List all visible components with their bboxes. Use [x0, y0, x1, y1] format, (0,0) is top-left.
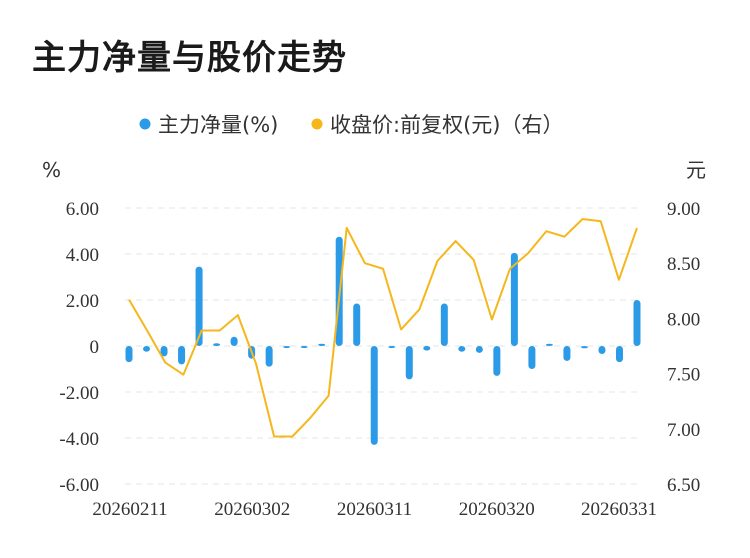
net-volume-bar: [598, 346, 606, 355]
net-volume-bar: [318, 343, 326, 346]
net-volume-bar: [125, 346, 133, 363]
net-volume-bar: [283, 346, 291, 348]
x-tick-label: 20260311: [337, 499, 412, 520]
legend-marker-net-volume: [139, 118, 151, 130]
right-tick-label: 8.50: [667, 254, 700, 275]
left-axis-unit: %: [42, 158, 61, 182]
net-volume-bar: [300, 346, 308, 348]
net-volume-bar: [143, 346, 151, 352]
right-tick-label: 9.00: [667, 199, 700, 220]
x-axis-ticks: 20260211 20260302 20260311 20260320 20260331: [92, 499, 657, 520]
left-tick-label: 2.00: [66, 291, 99, 312]
right-tick-label: 7.00: [667, 420, 700, 441]
net-volume-bar: [423, 346, 431, 351]
left-axis-ticks: 6.00 4.00 2.00 0 -2.00 -4.00 -6.00: [59, 199, 99, 496]
right-axis-ticks: 9.00 8.50 8.00 7.50 7.00 6.50: [667, 199, 700, 496]
net-volume-bar: [633, 300, 641, 346]
net-volume-bar: [580, 346, 588, 349]
right-tick-label: 7.50: [667, 365, 700, 386]
net-volume-bar: [458, 346, 466, 352]
x-tick-label: 20260320: [459, 499, 535, 520]
gridlines: [125, 207, 642, 485]
net-volume-bar: [213, 343, 221, 346]
left-tick-label: -6.00: [59, 475, 99, 496]
net-volume-bar: [230, 336, 238, 346]
net-volume-bar: [388, 346, 396, 348]
net-volume-bar: [195, 266, 203, 346]
close-price-line: [128, 218, 638, 438]
net-volume-bar: [545, 343, 553, 346]
net-volume-bar: [178, 346, 186, 365]
net-volume-bar: [160, 346, 168, 357]
x-tick-label: 20260331: [581, 499, 657, 520]
right-axis-unit: 元: [686, 158, 706, 182]
left-tick-label: 0: [90, 337, 100, 358]
net-volume-bar: [528, 346, 536, 369]
right-tick-label: 8.00: [667, 309, 700, 330]
legend-label-net-volume: 主力净量(%): [158, 113, 278, 137]
net-volume-bar: [615, 346, 623, 363]
net-volume-bar: [265, 346, 273, 367]
legend-marker-close-price: [311, 118, 323, 130]
left-tick-label: 4.00: [66, 245, 99, 266]
legend-label-close-price: 收盘价:前复权(元)（右）: [330, 113, 563, 137]
right-tick-label: 6.50: [667, 475, 700, 496]
left-tick-label: 6.00: [66, 199, 99, 220]
page-title: 主力净量与股价走势: [32, 38, 347, 78]
left-tick-label: -4.00: [59, 429, 99, 450]
legend: 主力净量(%) 收盘价:前复权(元)（右）: [139, 113, 563, 137]
close-price-line-group: [128, 218, 638, 438]
net-volume-bar: [405, 346, 413, 380]
net-volume-bar: [475, 346, 483, 353]
left-tick-label: -2.00: [59, 383, 99, 404]
net-volume-bar: [563, 346, 571, 361]
x-tick-label: 20260302: [214, 499, 290, 520]
net-volume-bar: [440, 303, 448, 346]
net-volume-bar: [370, 346, 378, 445]
net-volume-bar: [493, 346, 501, 376]
net-volume-bar: [510, 252, 518, 346]
net-volume-bar: [353, 303, 361, 346]
x-tick-label: 20260211: [92, 499, 167, 520]
